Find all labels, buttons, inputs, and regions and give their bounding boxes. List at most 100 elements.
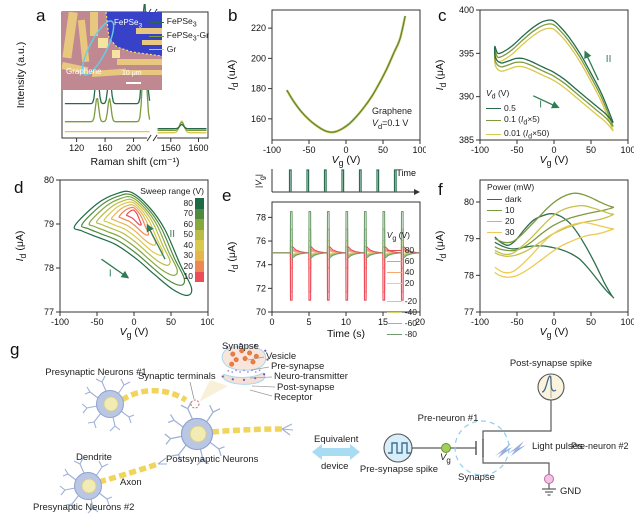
svg-text:78: 78 [464,270,474,280]
synapse-schematic [59,342,565,514]
series-loop-50 [96,198,171,266]
postsynaptic-neurons-label: Postsynaptic Neurons [166,454,259,465]
neurotransmitter-label: Neuro-transmitter [274,371,348,382]
svg-text:-100: -100 [263,145,281,155]
device-outline-ellipse [81,20,115,76]
spike-wave-icon [541,375,557,393]
svg-text:160: 160 [251,114,266,124]
svg-text:78: 78 [44,263,54,273]
inset-fepse3-label: FePSe3 [114,18,143,30]
power-hysteresis-chart: -100 -50 0 50 100 77 78 79 80 Vg (V) Id (μA) Power … [430,174,634,340]
synapse-label-leaders [247,356,276,397]
light-pulses-label: Light pulses [532,441,583,452]
panel-c: c -100 -50 0 50 100 385 390 395 400 I II Vg (V) Id (… [430,4,634,168]
gnd-node [544,474,554,484]
svg-text:-50: -50 [90,317,103,327]
svg-text:385: 385 [459,135,474,145]
chart-b-svg: -100 -50 0 50 100 160 180 200 220 [251,9,426,155]
inset-graphene-label: Graphene [66,67,102,76]
sweep-label: II [170,229,176,240]
svg-text:1600: 1600 [188,143,208,153]
presynaptic-neurons-1-label: Presynaptic Neurons #1 [45,367,147,378]
time-response-chart: 0 5 10 15 20 70 72 74 76 78 Time (s) Id (μA) Vg (V) 8… [222,196,426,340]
series-vd-0.5 [493,19,614,124]
gate-pulse-strip: Time |Vg| [222,166,426,196]
panel-d: d -100 -50 0 50 100 77 78 79 80 I II Vg (V) Id (μA) S… [10,174,214,340]
lg-d: Sweep range (V) 80 70 60 50 40 30 20 10 [140,186,204,283]
panel-a: a 120 160 200 1560 1600 Raman shift (cm⁻¹) Int… [10,4,214,168]
presynaptic-neuron-1 [81,375,135,432]
vesicle-label: Vesicle [266,351,297,362]
synapse-title-label: Synapse [222,341,259,352]
series-p30 [494,221,615,278]
series-Gr [157,120,207,134]
series-FePSe3 [157,123,207,130]
sweep-arrow [101,258,130,279]
post-synapse-label: Post-synapse [277,382,335,393]
pre-neuron-1-label: Pre-neuron #1 [417,413,479,424]
svg-text:200: 200 [251,53,266,63]
vg-label: Vg [440,452,451,465]
square-wave-icon [388,442,411,454]
panel-a-label: a [36,6,46,25]
series-FePSe3-Gr [157,121,207,132]
panel-f-label: f [438,180,443,199]
svg-text:395: 395 [459,48,474,58]
svg-text:400: 400 [459,5,474,15]
svg-text:72: 72 [256,283,266,293]
gnd-label: GND [560,486,582,497]
series-loop-10 [125,209,142,226]
vesicles [229,348,259,367]
svg-text:-100: -100 [471,145,489,155]
svg-text:-100: -100 [471,317,489,327]
svg-text:50: 50 [378,145,388,155]
chart-e-strip-svg [271,169,420,195]
series-p10 [494,192,615,252]
panel-e-label: e [222,186,232,205]
series-vd-0.01 [493,27,614,132]
microscope-inset: FePSe3 Graphene 10 μm [61,11,163,90]
svg-text:0: 0 [131,317,136,327]
sweep-arrow [533,95,560,109]
receptors [221,342,269,381]
axon-2-end-branches [157,457,167,465]
svg-text:100: 100 [412,145,426,155]
synapse-device-circle [454,420,510,476]
pre-neuron-2-label: Pre-neuron #2 [571,441,629,451]
lg-e: Vg (V) 80 60 40 20 -20 -40 -60 -80 [386,230,417,340]
post-synapse-spike-label: Post-synapse spike [509,358,593,369]
series-FePSe3 [64,4,151,105]
svg-text:78: 78 [256,212,266,222]
synaptic-terminals-label: Synaptic terminals [138,371,216,382]
note-b: Graphene Vd=0.1 V [371,105,412,131]
svg-text:79: 79 [44,219,54,229]
series-vg--80 [272,210,421,259]
series-loop-70 [81,193,186,286]
svg-text:0: 0 [343,145,348,155]
panel-b-label: b [228,6,238,25]
pre-synapse-spike-icon [383,433,413,463]
svg-text:0: 0 [269,317,274,327]
svg-text:160: 160 [98,143,113,153]
series-loop-30 [110,204,157,246]
inset-scale-label: 10 μm [122,70,142,77]
axon-postsynaptic [211,426,283,435]
flake-boundary [105,11,163,57]
post-synapse-blob [223,372,266,385]
equivalent-arrow [312,444,360,460]
svg-text:-100: -100 [51,317,69,327]
synapse-zoom [221,342,269,385]
series-vd-0.1 [493,23,614,128]
svg-text:79: 79 [464,234,474,244]
panel-f: f -100 -50 0 50 100 77 78 79 80 Vg (V) Id (μA) Powe… [430,174,634,340]
svg-text:20: 20 [415,317,425,327]
presynaptic-neurons-2-label: Presynaptic Neurons #2 [33,502,135,513]
svg-text:76: 76 [256,236,266,246]
svg-text:220: 220 [251,23,266,33]
series-loop-20 [118,206,150,236]
axon-1 [120,387,188,403]
microscope-image [61,11,163,90]
svg-text:100: 100 [620,317,634,327]
panel-d-label: d [14,178,24,197]
